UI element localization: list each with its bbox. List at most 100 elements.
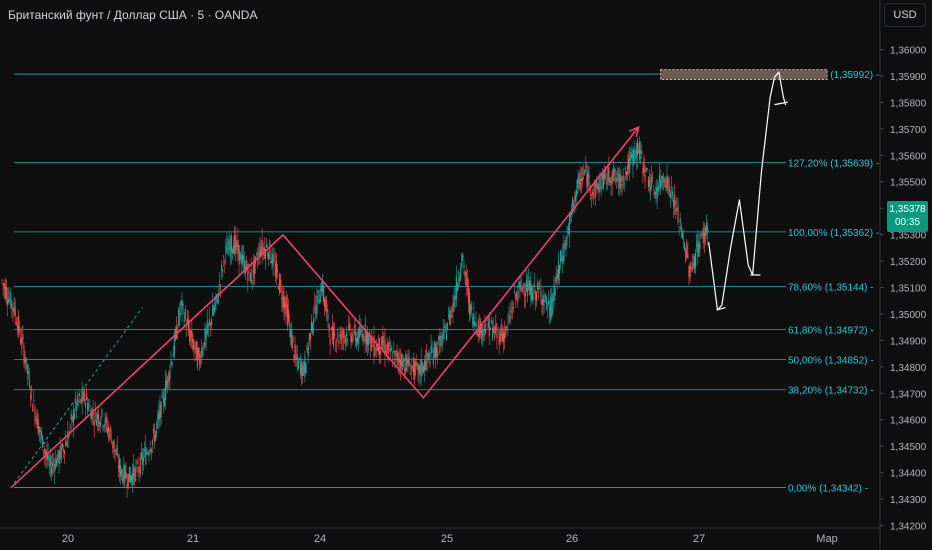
candle-body bbox=[612, 168, 614, 181]
candle-body bbox=[238, 245, 240, 265]
zigzag-pattern[interactable] bbox=[10, 69, 828, 489]
candle-body bbox=[224, 261, 226, 263]
candle-body bbox=[487, 323, 489, 328]
candle-body bbox=[204, 328, 206, 346]
candle-body bbox=[470, 304, 472, 313]
candle-body bbox=[496, 333, 498, 338]
candle-body bbox=[276, 270, 279, 273]
candle-body bbox=[100, 422, 102, 427]
candle-body bbox=[123, 464, 125, 484]
candle-body bbox=[592, 192, 595, 194]
candle-body bbox=[698, 244, 700, 253]
candle-body bbox=[330, 327, 332, 330]
candle-body bbox=[439, 335, 441, 352]
candle-body bbox=[171, 362, 173, 365]
candle-body bbox=[522, 284, 524, 288]
candle-body bbox=[646, 169, 648, 170]
candle-body bbox=[398, 357, 400, 363]
candle-body bbox=[81, 391, 83, 404]
candle-body bbox=[203, 342, 205, 349]
candle-body bbox=[57, 449, 59, 458]
candle-body bbox=[146, 451, 148, 454]
candle-body bbox=[230, 235, 232, 253]
candle-body bbox=[336, 341, 338, 343]
candle-body bbox=[308, 334, 310, 342]
candle-body bbox=[488, 315, 490, 337]
zigzag-arrowhead bbox=[629, 125, 640, 138]
candle-body bbox=[500, 327, 502, 336]
candle-body bbox=[46, 452, 48, 460]
candle-body bbox=[137, 466, 139, 473]
hand-drawing[interactable] bbox=[708, 71, 788, 311]
fib-retracement[interactable]: 161,80% (1,35992) - 127,20% (1,35639) - 10… bbox=[14, 70, 879, 494]
candle-body bbox=[465, 271, 467, 288]
candle-body bbox=[493, 327, 495, 333]
price-axis-label: 1,35900 bbox=[890, 72, 927, 83]
candle-body bbox=[362, 333, 364, 343]
candle-body bbox=[453, 296, 455, 307]
candle-body bbox=[285, 296, 287, 308]
candle-body bbox=[351, 332, 353, 343]
candle-body bbox=[461, 253, 463, 268]
candle-body bbox=[211, 319, 213, 326]
candle-body bbox=[415, 361, 417, 367]
candle-body bbox=[466, 278, 468, 286]
candle-body bbox=[616, 178, 618, 182]
candle-body bbox=[207, 323, 209, 326]
candle-body bbox=[305, 363, 307, 374]
candle-body bbox=[145, 447, 147, 465]
candle-body bbox=[629, 155, 631, 174]
candle-body bbox=[320, 287, 322, 293]
candle-body bbox=[542, 295, 544, 306]
candle-body bbox=[289, 323, 291, 327]
price-axis-label: 1,35100 bbox=[890, 284, 927, 295]
candle-body bbox=[481, 330, 483, 340]
candle-body bbox=[558, 265, 561, 274]
candle-body bbox=[42, 435, 44, 448]
candle-body bbox=[569, 214, 572, 217]
currency-button[interactable]: USD bbox=[884, 3, 926, 27]
candle-body bbox=[360, 329, 362, 332]
candle-body bbox=[301, 361, 303, 376]
price-axis[interactable]: 1,36000 1,35900 1,35800 1,35700 1,35600 1,355… bbox=[879, 0, 927, 550]
candle-body bbox=[687, 253, 689, 259]
candle-body bbox=[134, 469, 136, 482]
candle-body bbox=[128, 466, 130, 483]
candle-body bbox=[60, 446, 62, 458]
candles bbox=[1, 136, 709, 498]
candle-body bbox=[580, 178, 583, 181]
candle-body bbox=[35, 419, 37, 421]
candle-body bbox=[680, 226, 682, 230]
candle-body bbox=[212, 304, 214, 317]
candle-body bbox=[129, 474, 131, 483]
price-axis-label: 1,35500 bbox=[890, 178, 927, 189]
candle-body bbox=[448, 314, 450, 317]
candle-body bbox=[440, 336, 442, 338]
candle-body bbox=[48, 463, 50, 465]
candle-body bbox=[347, 339, 349, 341]
candle-body bbox=[259, 246, 261, 256]
candle-body bbox=[274, 264, 276, 277]
candle-body bbox=[529, 281, 531, 295]
candle-body bbox=[507, 322, 509, 325]
candle-body bbox=[489, 328, 491, 330]
candle-body bbox=[707, 227, 709, 234]
candle-body bbox=[562, 255, 564, 264]
candle-body bbox=[422, 366, 424, 374]
candle-body bbox=[88, 406, 90, 410]
candle-body bbox=[666, 175, 668, 191]
candle-body bbox=[326, 303, 328, 313]
candle-body bbox=[194, 342, 196, 343]
candle-body bbox=[686, 244, 688, 258]
time-axis[interactable]: 20 21 24 25 26 27 Мар bbox=[0, 527, 880, 545]
candle-body bbox=[104, 418, 106, 426]
fib-level-label: 127,20% (1,35639) - bbox=[788, 158, 879, 169]
candle-body bbox=[380, 350, 382, 354]
candle-body bbox=[73, 412, 76, 419]
candle-body bbox=[11, 301, 13, 309]
candle-body bbox=[318, 299, 320, 304]
candle-body bbox=[619, 173, 621, 189]
chart-title: Британский фунт / Доллар США · 5 · OANDA bbox=[8, 8, 258, 22]
candle-body bbox=[449, 310, 451, 325]
